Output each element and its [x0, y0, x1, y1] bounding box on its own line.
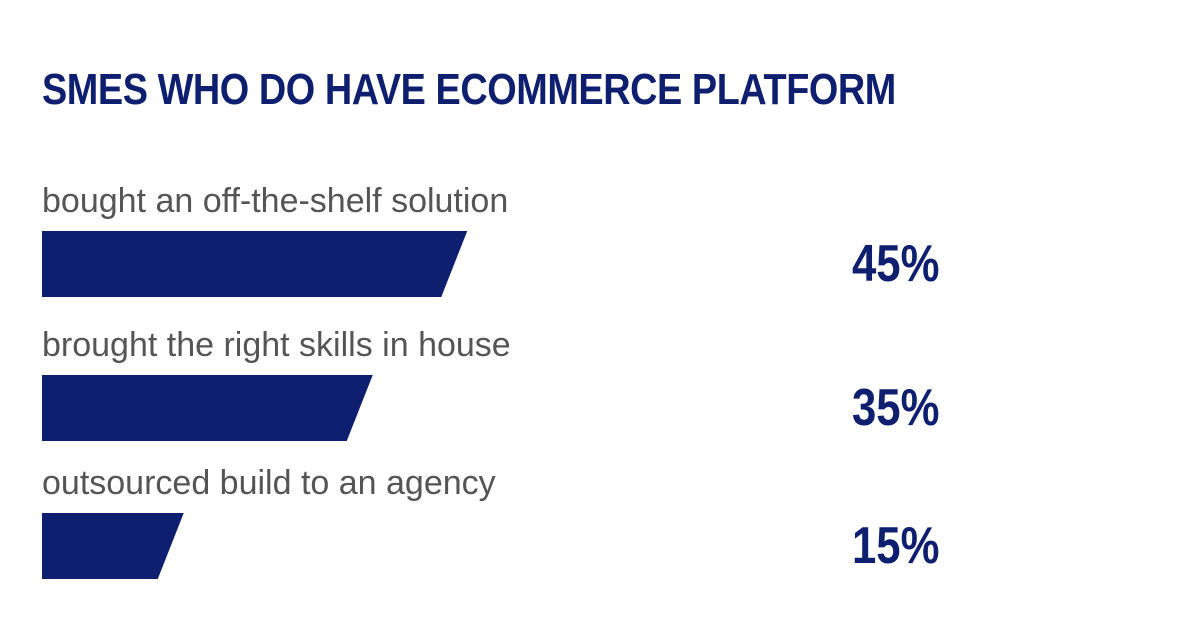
bar: [42, 375, 373, 441]
category-label: brought the right skills in house: [42, 326, 511, 364]
value-label: 45%: [852, 235, 940, 293]
category-label: bought an off-the-shelf solution: [42, 182, 509, 220]
value-label: 15%: [852, 517, 940, 575]
chart-title: SMES WHO DO HAVE ECOMMERCE PLATFORM: [42, 65, 896, 114]
category-label: outsourced build to an agency: [42, 464, 496, 502]
bar: [42, 513, 184, 579]
value-label: 35%: [852, 379, 940, 437]
bar: [42, 231, 468, 297]
